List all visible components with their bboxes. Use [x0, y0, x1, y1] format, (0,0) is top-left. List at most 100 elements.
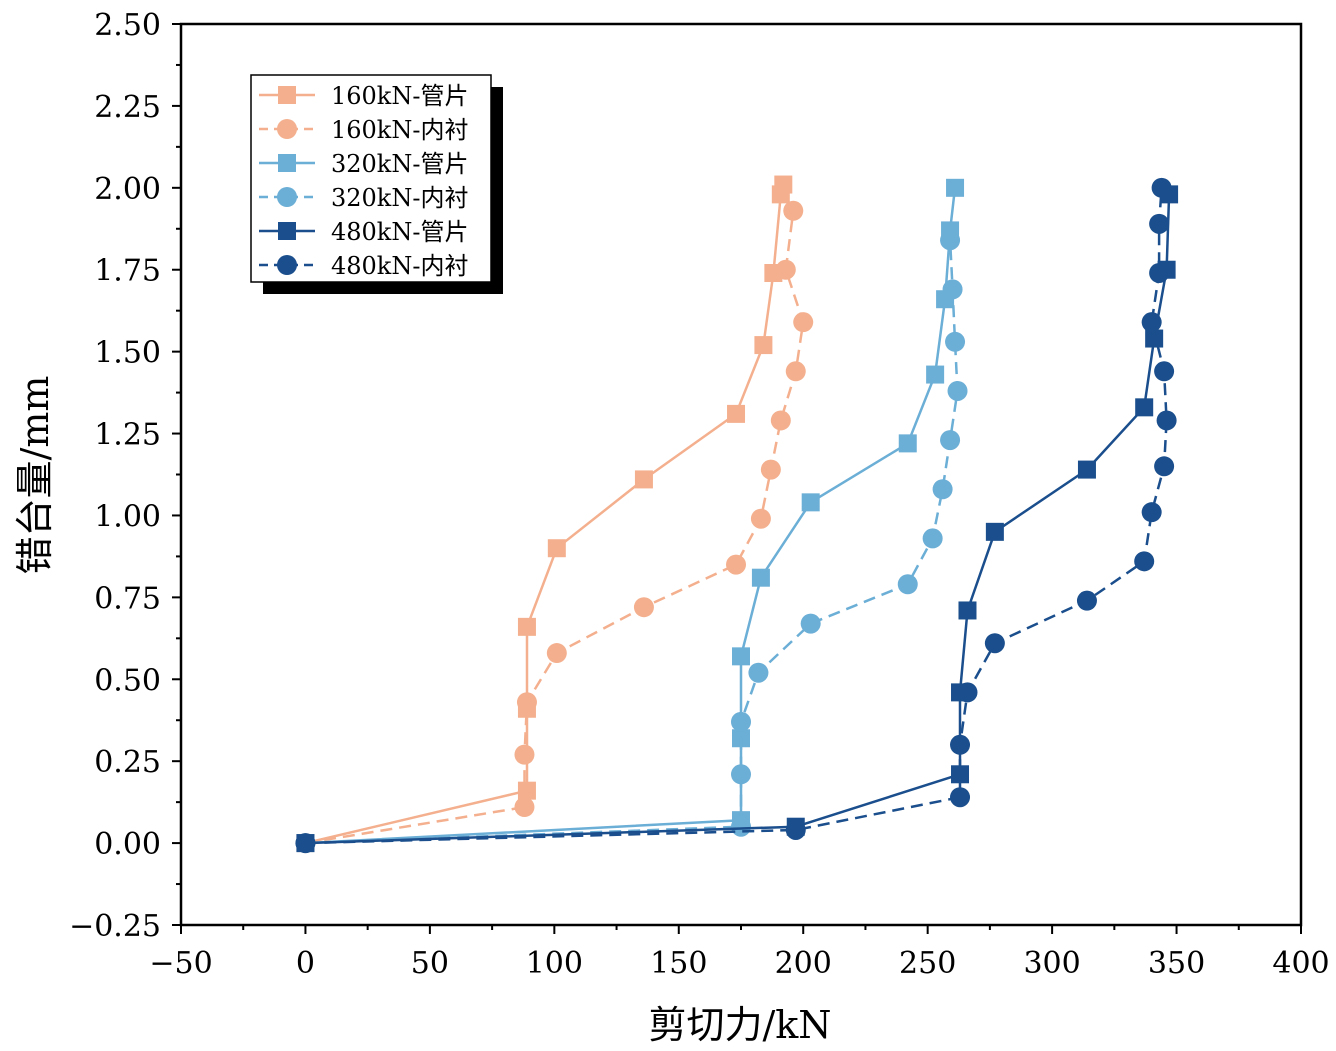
circle-marker [770, 410, 791, 431]
square-marker [958, 601, 977, 620]
circle-marker [947, 380, 968, 401]
series-group [295, 175, 1179, 854]
series-6 [295, 177, 1177, 854]
circle-marker [731, 816, 751, 837]
square-marker [946, 178, 965, 197]
y-axis-title: 错台量/mm [13, 376, 57, 575]
legend-item: 320kN-管片 [259, 150, 468, 178]
legend-label: 480kN-管片 [331, 218, 468, 246]
circle-marker [897, 574, 918, 595]
x-tick-label: 250 [899, 946, 956, 981]
legend-marker [278, 154, 296, 172]
y-tick-label: 1.00 [94, 499, 161, 534]
circle-marker [633, 597, 654, 618]
legend-item: 480kN-管片 [259, 218, 468, 246]
legend-marker [277, 119, 297, 139]
circle-marker [775, 259, 796, 280]
y-tick-label: 1.25 [94, 418, 161, 453]
x-tick-label: 200 [775, 946, 832, 981]
series-2 [295, 200, 814, 854]
legend-marker [277, 255, 297, 275]
circle-marker [750, 508, 771, 529]
legend-marker [277, 187, 297, 207]
square-marker [732, 647, 750, 666]
circle-marker [514, 797, 535, 818]
legend-item: 320kN-内衬 [259, 184, 468, 212]
x-tick-label: 50 [411, 946, 449, 981]
square-marker [1077, 460, 1096, 479]
circle-marker [1154, 456, 1175, 477]
series-line [305, 240, 959, 845]
circle-marker [942, 279, 963, 300]
circle-marker [783, 200, 804, 221]
circle-marker [957, 682, 978, 703]
legend-label: 480kN-内衬 [331, 252, 468, 280]
legend-item: 160kN-管片 [259, 82, 468, 110]
circle-marker [932, 479, 953, 500]
circle-marker [785, 361, 806, 382]
square-marker [547, 539, 566, 558]
square-marker [898, 434, 917, 453]
legend-label: 160kN-管片 [331, 82, 468, 110]
y-tick-label: −0.25 [69, 909, 161, 944]
y-tick-label: 2.25 [94, 90, 161, 125]
circle-marker [1134, 551, 1155, 572]
circle-marker [800, 613, 821, 634]
series-4 [295, 230, 968, 854]
circle-marker [945, 331, 966, 352]
x-tick-label: −50 [149, 946, 212, 981]
y-tick-label: 2.50 [94, 8, 161, 43]
x-tick-label: 0 [296, 946, 315, 981]
square-marker [985, 522, 1004, 541]
circle-marker [793, 312, 814, 333]
circle-marker [984, 633, 1005, 654]
square-marker [754, 336, 773, 355]
circle-marker [950, 734, 971, 755]
series-line [305, 187, 1168, 845]
circle-marker [940, 430, 961, 451]
x-tick-label: 150 [650, 946, 707, 981]
x-axis-title: 剪切力/kN [648, 1003, 831, 1047]
circle-marker [785, 819, 806, 840]
square-marker [751, 568, 770, 587]
square-marker [727, 404, 746, 423]
circle-marker [731, 711, 751, 732]
square-marker [1135, 398, 1154, 417]
y-tick-label: 1.50 [94, 336, 161, 371]
x-tick-label: 300 [1023, 946, 1080, 981]
x-tick-label: 100 [526, 946, 583, 981]
circle-marker [1141, 312, 1162, 333]
square-marker [1145, 329, 1164, 348]
circle-marker [1151, 177, 1172, 198]
square-marker [926, 365, 945, 384]
legend-label: 160kN-内衬 [331, 116, 468, 144]
circle-marker [514, 744, 535, 765]
series-line [305, 210, 805, 845]
axes: −50 0 50 100 150 200 250 300 350 400 −0.25 0.00 0.25… [69, 8, 1330, 981]
circle-marker [726, 554, 747, 575]
circle-marker [295, 833, 316, 854]
y-tick-label: 1.75 [94, 254, 161, 289]
series-1 [296, 175, 793, 853]
x-tick-label: 400 [1272, 946, 1329, 981]
square-marker [634, 470, 653, 489]
circle-marker [1149, 213, 1170, 234]
legend: 160kN-管片 160kN-内衬 320kN-管片 320kN-内衬 480kN-管片… [250, 74, 503, 294]
circle-marker [516, 692, 537, 713]
legend-marker [278, 222, 296, 240]
circle-marker [1156, 410, 1177, 431]
square-marker [801, 493, 820, 512]
y-tick-label: 2.00 [94, 172, 161, 207]
legend-label: 320kN-管片 [331, 150, 468, 178]
circle-marker [760, 459, 781, 480]
y-tick-label: 0.75 [94, 581, 161, 616]
circle-marker [1076, 590, 1097, 611]
legend-item: 480kN-内衬 [259, 252, 468, 280]
y-tick-label: 0.50 [94, 663, 161, 698]
legend-item: 160kN-内衬 [259, 116, 468, 144]
y-tick-label: 0.25 [94, 745, 161, 780]
circle-marker [1154, 361, 1175, 382]
circle-marker [1149, 263, 1170, 284]
square-marker [517, 781, 536, 800]
